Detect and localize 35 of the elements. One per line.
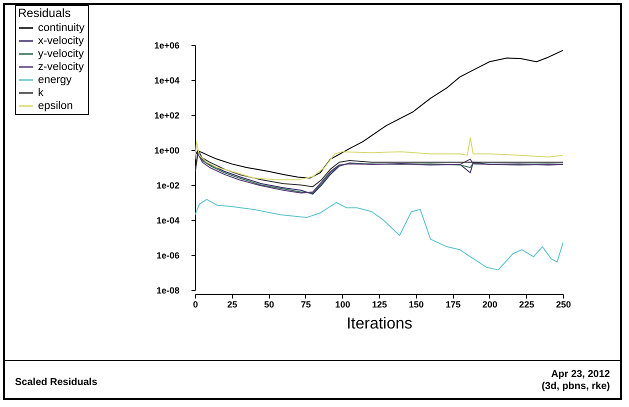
legend-label: k [38, 87, 44, 99]
legend-label: y-velocity [38, 48, 84, 60]
legend-label: continuity [38, 22, 85, 34]
y-tick-label: 1e+02 [154, 110, 180, 120]
text: Apr 23, 2012 [550, 369, 610, 381]
x-tick-label: 50 [264, 300, 274, 310]
text: (3d, pbns, rke) [542, 381, 610, 393]
x-tick-label: 75 [300, 300, 311, 310]
x-tick-label: 150 [408, 300, 424, 310]
text: Scaled Residuals [15, 377, 98, 388]
x-tick-label: 100 [335, 300, 350, 310]
y-tick-label: 1e-08 [156, 286, 180, 296]
line-series [195, 137, 563, 180]
legend-label: z-velocity [38, 61, 84, 73]
x-tick-label: 0 [192, 300, 198, 310]
x-tick-label: 125 [372, 300, 388, 310]
legend-label: x-velocity [38, 35, 84, 47]
y-tick-label: 1e+06 [154, 40, 180, 50]
legend-label: energy [38, 74, 72, 86]
x-axis-title: Iterations [346, 316, 412, 332]
legend-title: Residuals [18, 6, 71, 20]
y-tick-label: 1e+00 [154, 146, 180, 156]
y-tick-label: 1e-02 [156, 180, 180, 190]
line-series [195, 50, 563, 179]
x-tick-label: 225 [519, 300, 534, 310]
x-tick-label: 250 [556, 300, 572, 310]
y-tick-label: 1e+04 [154, 76, 180, 86]
line-series [195, 150, 563, 188]
y-tick-label: 1e-06 [156, 250, 180, 260]
x-tick-label: 25 [227, 300, 238, 310]
legend-label: epsilon [38, 100, 73, 112]
x-tick-label: 175 [446, 300, 461, 310]
line-series [195, 198, 563, 270]
x-tick-label: 200 [482, 300, 498, 310]
y-tick-label: 1e-04 [156, 216, 180, 226]
